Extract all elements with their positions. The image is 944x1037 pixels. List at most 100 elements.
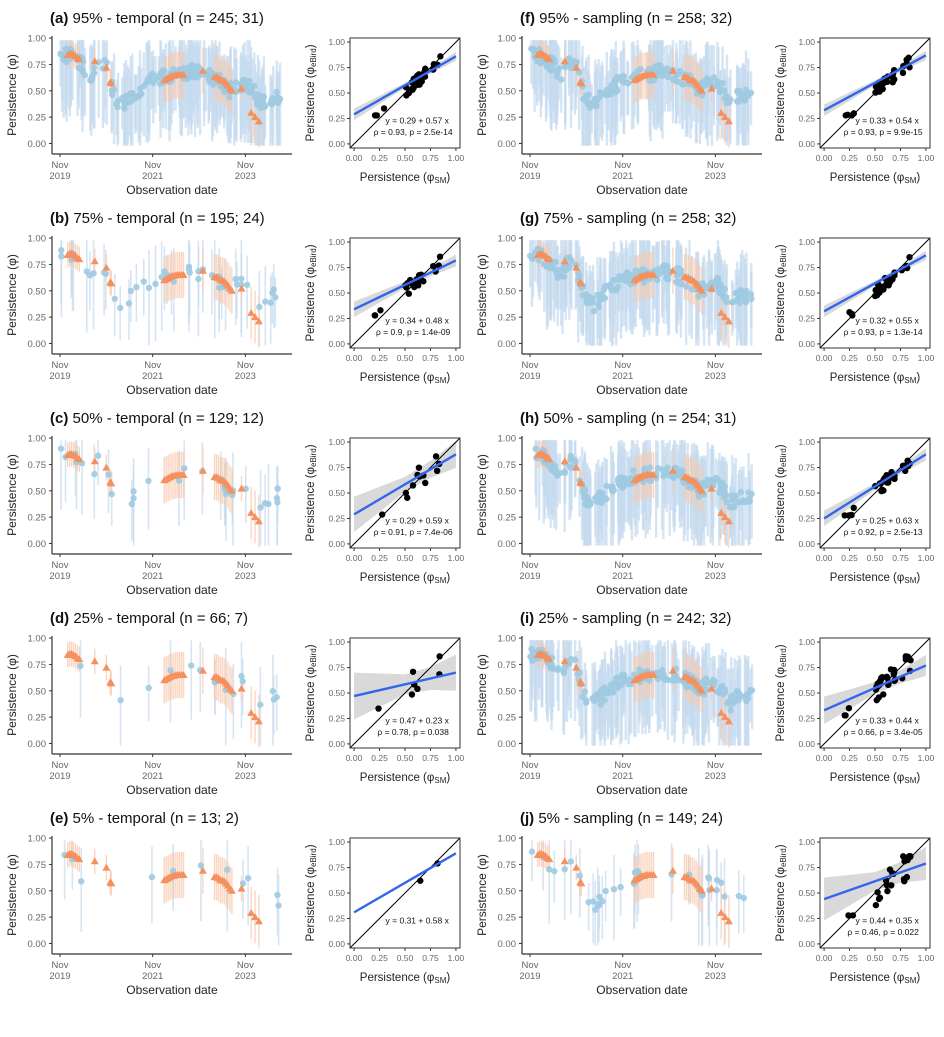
y-tick-label: 0.00 — [328, 539, 345, 549]
x-tick-label-year: 2021 — [612, 971, 633, 982]
sm-point — [739, 288, 746, 295]
sm-point — [583, 299, 591, 307]
x-tick-label-year: 2023 — [705, 971, 726, 982]
sm-point — [740, 894, 747, 902]
ebird-point — [721, 513, 730, 521]
sm-point — [702, 677, 710, 684]
sm-point — [117, 304, 124, 312]
x-tick-label: 0.75 — [892, 353, 909, 363]
y-tick-label: 0.50 — [28, 886, 47, 897]
y-axis-label: Persistence (φ) — [5, 854, 19, 936]
scatter-point — [849, 912, 857, 919]
sm-point — [238, 275, 245, 282]
ebird-point — [724, 717, 733, 725]
sm-point — [646, 464, 654, 471]
regression-line — [353, 453, 457, 516]
scatter-points — [371, 253, 444, 319]
sm-point — [561, 865, 568, 873]
ebird-point — [560, 657, 569, 665]
y-tick-label: 0.00 — [798, 939, 815, 949]
sm-point — [90, 64, 98, 71]
y-tick-label: 0.25 — [328, 713, 345, 723]
scatter-point — [906, 253, 913, 261]
ebird-point — [90, 57, 99, 65]
x-tick-label: 0.75 — [422, 753, 439, 763]
comparison-scatter-b: 0.00 0.25 0.50 0.75 1.00 0.00 0.25 0.50 0.75 1.00… — [305, 237, 464, 385]
x-tick-label-month: Nov — [237, 760, 254, 771]
x-tick-label-year: 2021 — [142, 571, 163, 582]
sm-point — [169, 867, 177, 874]
panel-title-text: 75% - sampling (n = 258; 32) — [539, 210, 737, 227]
sm-point — [664, 262, 671, 270]
x-tick-label-year: 2021 — [142, 371, 163, 382]
sm-point — [722, 688, 729, 696]
sm-point — [698, 892, 705, 899]
sm-point — [532, 445, 539, 452]
y-tick-label: 1.00 — [328, 637, 345, 647]
y-tick-label: 0.00 — [28, 139, 47, 150]
sm-point — [111, 295, 118, 302]
sm-point — [548, 261, 555, 269]
x-tick-label-month: Nov — [707, 760, 724, 771]
comparison-scatter-c: 0.00 0.25 0.50 0.75 1.00 0.00 0.25 0.50 0.75 1.00… — [305, 437, 464, 585]
sm-point — [558, 266, 565, 273]
x-axis-label: Observation date — [126, 183, 218, 197]
scatter-points — [371, 53, 444, 119]
sm-point — [195, 275, 202, 283]
x-tick-label: 0.50 — [867, 953, 884, 963]
ebird-points — [63, 649, 263, 725]
x-tick-label-year: 2023 — [705, 571, 726, 582]
sm-point — [612, 76, 619, 83]
sm-point — [610, 885, 618, 893]
sm-point — [726, 504, 734, 511]
panel-title-text: 75% - temporal (n = 195; 24) — [69, 210, 265, 227]
sm-point — [678, 80, 686, 87]
ebird-point — [237, 284, 246, 292]
ebird-point — [649, 870, 658, 878]
y-axis-label: Persistence (φ) — [5, 54, 19, 136]
fit-statistics: ρ = 0.93, p = 1.3e-14 — [844, 327, 923, 337]
y-tick-label: 0.75 — [798, 863, 815, 873]
sm-point — [603, 482, 610, 490]
sm-point — [121, 100, 128, 107]
x-axis-label: Observation date — [596, 183, 688, 197]
ebird-point — [724, 917, 733, 925]
sm-point — [602, 887, 609, 895]
sm-point — [226, 93, 233, 101]
panel-title-g: (g) 75% - sampling (n = 258; 32) — [520, 210, 736, 227]
x-tick-label: 0.25 — [371, 153, 388, 163]
x-tick-label: 0.50 — [397, 353, 414, 363]
sm-point — [719, 682, 726, 690]
y-tick-label: 0.00 — [498, 339, 517, 350]
sm-point — [185, 263, 193, 270]
ebird-point — [90, 857, 99, 865]
x-tick-label-year: 2019 — [519, 971, 540, 982]
sm-point — [713, 886, 720, 894]
x-tick-label: 0.25 — [841, 753, 858, 763]
sm-point — [735, 892, 743, 900]
y-tick-label: 1.00 — [28, 634, 47, 645]
sm-point — [125, 300, 133, 307]
sm-point — [576, 872, 583, 879]
sm-point — [677, 267, 685, 274]
y-tick-label: 0.25 — [28, 913, 47, 924]
sm-point — [579, 693, 586, 701]
y-tick-label: 1.00 — [328, 837, 345, 847]
scatter-point — [902, 653, 909, 660]
x-tick-label-month: Nov — [144, 760, 161, 771]
sm-point — [579, 487, 587, 494]
ebird-point — [102, 463, 111, 471]
x-tick-label: 1.00 — [448, 753, 465, 763]
y-tick-label: 0.75 — [498, 60, 517, 71]
x-tick-label-year: 2021 — [612, 371, 633, 382]
sm-point — [626, 676, 634, 683]
ebird-point — [545, 55, 554, 63]
panel-letter: (f) — [520, 10, 535, 27]
sm-point — [77, 662, 84, 670]
y-axis-label: Persistence (φeBird) — [305, 444, 318, 541]
y-tick-label: 0.50 — [498, 286, 517, 297]
ebird-point — [254, 717, 263, 725]
sm-point — [567, 64, 575, 72]
y-tick-label: 0.75 — [498, 260, 517, 271]
sm-point — [699, 80, 706, 88]
